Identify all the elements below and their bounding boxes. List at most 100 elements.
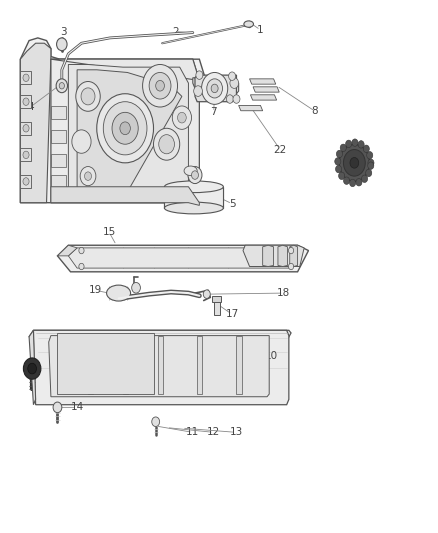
- Polygon shape: [57, 245, 308, 272]
- Ellipse shape: [106, 285, 131, 301]
- Polygon shape: [164, 187, 223, 208]
- Circle shape: [57, 80, 66, 91]
- Circle shape: [339, 144, 370, 181]
- Circle shape: [288, 247, 293, 254]
- Circle shape: [97, 94, 153, 163]
- Circle shape: [361, 175, 367, 182]
- Text: 5: 5: [229, 199, 235, 209]
- Circle shape: [226, 95, 233, 103]
- Circle shape: [112, 112, 138, 144]
- Polygon shape: [33, 330, 289, 405]
- FancyBboxPatch shape: [20, 122, 31, 135]
- Circle shape: [56, 79, 67, 93]
- Ellipse shape: [164, 202, 223, 214]
- Circle shape: [79, 247, 84, 254]
- Text: 16: 16: [121, 256, 134, 266]
- Circle shape: [196, 71, 203, 79]
- FancyBboxPatch shape: [51, 175, 66, 188]
- Text: 9: 9: [355, 155, 362, 165]
- FancyBboxPatch shape: [212, 296, 221, 302]
- Polygon shape: [29, 330, 35, 405]
- Circle shape: [172, 106, 191, 130]
- Text: 8: 8: [312, 106, 318, 116]
- Circle shape: [368, 159, 374, 166]
- Text: 19: 19: [89, 286, 102, 295]
- Polygon shape: [197, 336, 202, 394]
- Text: 3: 3: [60, 27, 67, 37]
- Circle shape: [120, 122, 131, 135]
- Polygon shape: [57, 333, 153, 394]
- Circle shape: [335, 158, 341, 165]
- Text: 17: 17: [226, 309, 239, 319]
- Polygon shape: [20, 43, 51, 203]
- Text: 11: 11: [186, 427, 199, 438]
- Circle shape: [233, 95, 240, 103]
- Polygon shape: [49, 336, 269, 397]
- Circle shape: [159, 135, 174, 154]
- FancyBboxPatch shape: [51, 106, 66, 119]
- Circle shape: [23, 74, 29, 82]
- Polygon shape: [239, 106, 263, 111]
- FancyBboxPatch shape: [214, 300, 220, 316]
- Polygon shape: [250, 79, 276, 84]
- Circle shape: [23, 125, 29, 132]
- Text: 22: 22: [273, 144, 287, 155]
- Circle shape: [363, 145, 369, 152]
- Circle shape: [57, 38, 67, 51]
- Text: 4: 4: [27, 102, 34, 112]
- Polygon shape: [20, 38, 206, 203]
- Circle shape: [343, 177, 350, 184]
- Polygon shape: [278, 245, 288, 266]
- Text: 7: 7: [210, 107, 217, 117]
- Circle shape: [23, 358, 41, 379]
- Polygon shape: [290, 245, 297, 266]
- Ellipse shape: [184, 166, 197, 175]
- Polygon shape: [195, 75, 237, 102]
- Circle shape: [76, 82, 100, 111]
- Circle shape: [366, 169, 372, 176]
- Polygon shape: [77, 70, 182, 192]
- Circle shape: [23, 151, 29, 159]
- FancyBboxPatch shape: [51, 154, 66, 166]
- Polygon shape: [237, 336, 242, 394]
- Circle shape: [352, 139, 358, 147]
- Circle shape: [85, 172, 92, 180]
- Text: 6: 6: [184, 168, 191, 179]
- Text: 10: 10: [265, 351, 278, 361]
- Circle shape: [368, 162, 374, 169]
- Circle shape: [203, 290, 210, 298]
- Polygon shape: [158, 336, 163, 394]
- Polygon shape: [29, 330, 291, 341]
- Circle shape: [23, 177, 29, 185]
- Text: 14: 14: [71, 402, 84, 413]
- FancyBboxPatch shape: [20, 95, 31, 108]
- Circle shape: [177, 112, 186, 123]
- Circle shape: [346, 140, 352, 148]
- Polygon shape: [123, 336, 128, 394]
- Circle shape: [191, 171, 198, 179]
- Circle shape: [103, 102, 147, 155]
- FancyBboxPatch shape: [20, 149, 31, 161]
- Polygon shape: [263, 245, 274, 266]
- Polygon shape: [68, 248, 300, 268]
- Text: 1: 1: [257, 25, 264, 35]
- Text: 2: 2: [172, 27, 179, 37]
- Polygon shape: [57, 245, 77, 256]
- FancyBboxPatch shape: [20, 71, 31, 84]
- Polygon shape: [68, 64, 188, 197]
- Circle shape: [201, 72, 228, 104]
- Circle shape: [339, 172, 345, 180]
- Polygon shape: [88, 336, 93, 394]
- Circle shape: [367, 151, 373, 159]
- Ellipse shape: [164, 181, 223, 192]
- Text: 12: 12: [207, 427, 220, 438]
- Ellipse shape: [244, 21, 254, 27]
- Circle shape: [143, 64, 177, 107]
- Polygon shape: [193, 78, 239, 99]
- Text: 15: 15: [102, 227, 116, 237]
- Circle shape: [230, 78, 239, 88]
- Circle shape: [207, 79, 223, 98]
- Circle shape: [358, 141, 364, 148]
- Circle shape: [28, 364, 36, 374]
- Polygon shape: [51, 59, 199, 80]
